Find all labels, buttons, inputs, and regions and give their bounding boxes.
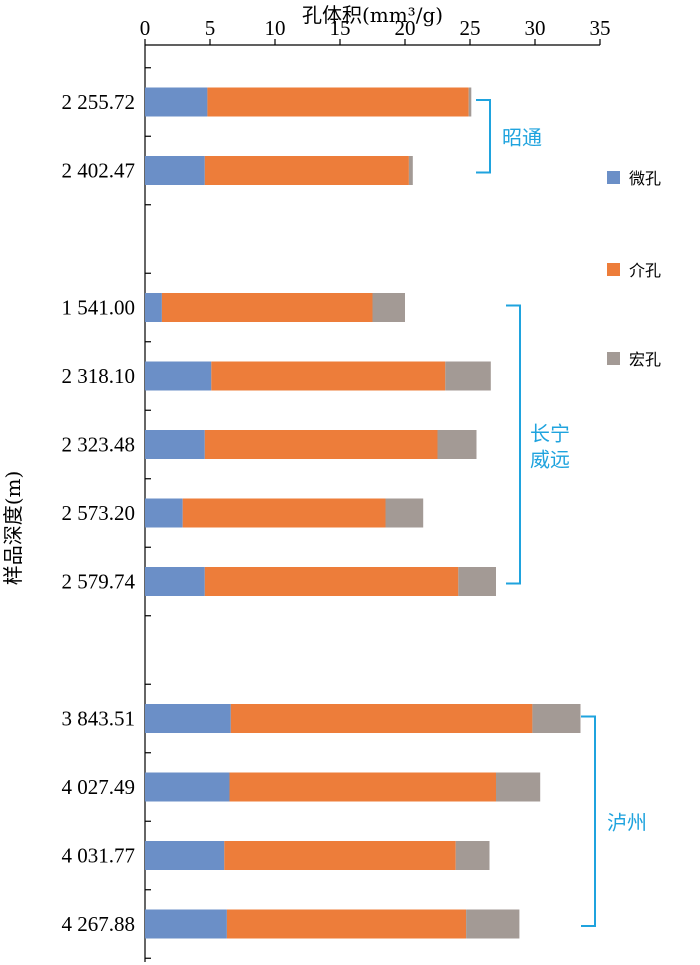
bar-segment xyxy=(437,430,477,459)
bar-segment xyxy=(532,704,581,733)
x-axis-title: 孔体积(mm³/g) xyxy=(302,3,443,27)
bar-segment xyxy=(145,704,231,733)
bar-segment xyxy=(145,772,230,802)
bar-segment xyxy=(161,293,373,322)
bar-segment xyxy=(204,156,409,185)
bar-segment xyxy=(230,704,533,733)
category-label: 2 323.48 xyxy=(62,433,136,457)
bar-segment xyxy=(204,430,438,459)
x-tick-label: 35 xyxy=(590,16,611,40)
group-label: 威远 xyxy=(530,448,570,472)
bar-segment xyxy=(372,293,405,322)
x-tick-label: 30 xyxy=(525,16,546,40)
bar-segment xyxy=(226,909,467,939)
category-label: 2 318.10 xyxy=(62,364,136,388)
group-label: 泸州 xyxy=(607,810,647,834)
legend-label: 微孔 xyxy=(629,169,661,188)
category-label: 4 027.49 xyxy=(62,775,136,799)
x-tick-label: 15 xyxy=(330,16,351,40)
bar-segment xyxy=(224,841,456,870)
category-label: 1 541.00 xyxy=(62,296,136,320)
bar-segment xyxy=(145,841,225,870)
bar-segment xyxy=(145,361,212,391)
x-tick-label: 10 xyxy=(265,16,286,40)
bar-segment xyxy=(466,909,520,939)
group-bracket xyxy=(476,99,491,174)
bar-segment xyxy=(145,293,162,322)
legend-label: 介孔 xyxy=(629,261,661,280)
legend-swatch xyxy=(607,263,620,276)
bar-segment xyxy=(408,156,413,185)
x-tick-label: 25 xyxy=(460,16,481,40)
bar-segment xyxy=(445,361,491,391)
bar-segment xyxy=(496,772,541,802)
bar-segment xyxy=(211,361,446,391)
legend-label: 宏孔 xyxy=(629,350,661,369)
bar-segment xyxy=(182,498,386,528)
group-label: 长宁 xyxy=(530,422,570,446)
category-label: 2 402.47 xyxy=(62,159,136,183)
legend-swatch xyxy=(607,171,620,184)
category-label: 2 255.72 xyxy=(62,90,136,114)
group-label: 昭通 xyxy=(502,125,542,149)
bar-segment xyxy=(145,909,227,939)
bars xyxy=(145,87,581,939)
bar-segment xyxy=(145,430,205,459)
bar-segment xyxy=(455,841,490,870)
x-tick-label: 5 xyxy=(205,16,216,40)
category-label: 3 843.51 xyxy=(62,707,136,731)
bar-segment xyxy=(385,498,424,528)
category-label: 2 573.20 xyxy=(62,501,136,525)
legend-swatch xyxy=(607,352,620,365)
bar-segment xyxy=(145,567,205,596)
axes: 0 5 10 15 20 25 30 35 xyxy=(140,16,611,962)
bar-segment xyxy=(145,87,208,117)
category-label: 4 031.77 xyxy=(62,844,136,868)
y-axis-title: 样品深度(m) xyxy=(1,471,25,586)
category-label: 4 267.88 xyxy=(62,912,136,936)
x-tick-label: 20 xyxy=(395,16,416,40)
bar-segment xyxy=(229,772,496,802)
bar-segment xyxy=(145,156,205,185)
bar-segment xyxy=(458,567,496,596)
bar-segment xyxy=(207,87,469,117)
category-label: 2 579.74 xyxy=(62,570,136,594)
bar-segment xyxy=(145,498,183,528)
bar-segment xyxy=(468,87,472,117)
group-bracket xyxy=(581,715,596,927)
bar-segment xyxy=(204,567,459,596)
category-labels: 2 255.72 2 402.47 1 541.00 2 318.10 2 323.48… xyxy=(62,90,136,936)
group-bracket xyxy=(506,304,521,585)
x-tick-label: 0 xyxy=(140,16,151,40)
